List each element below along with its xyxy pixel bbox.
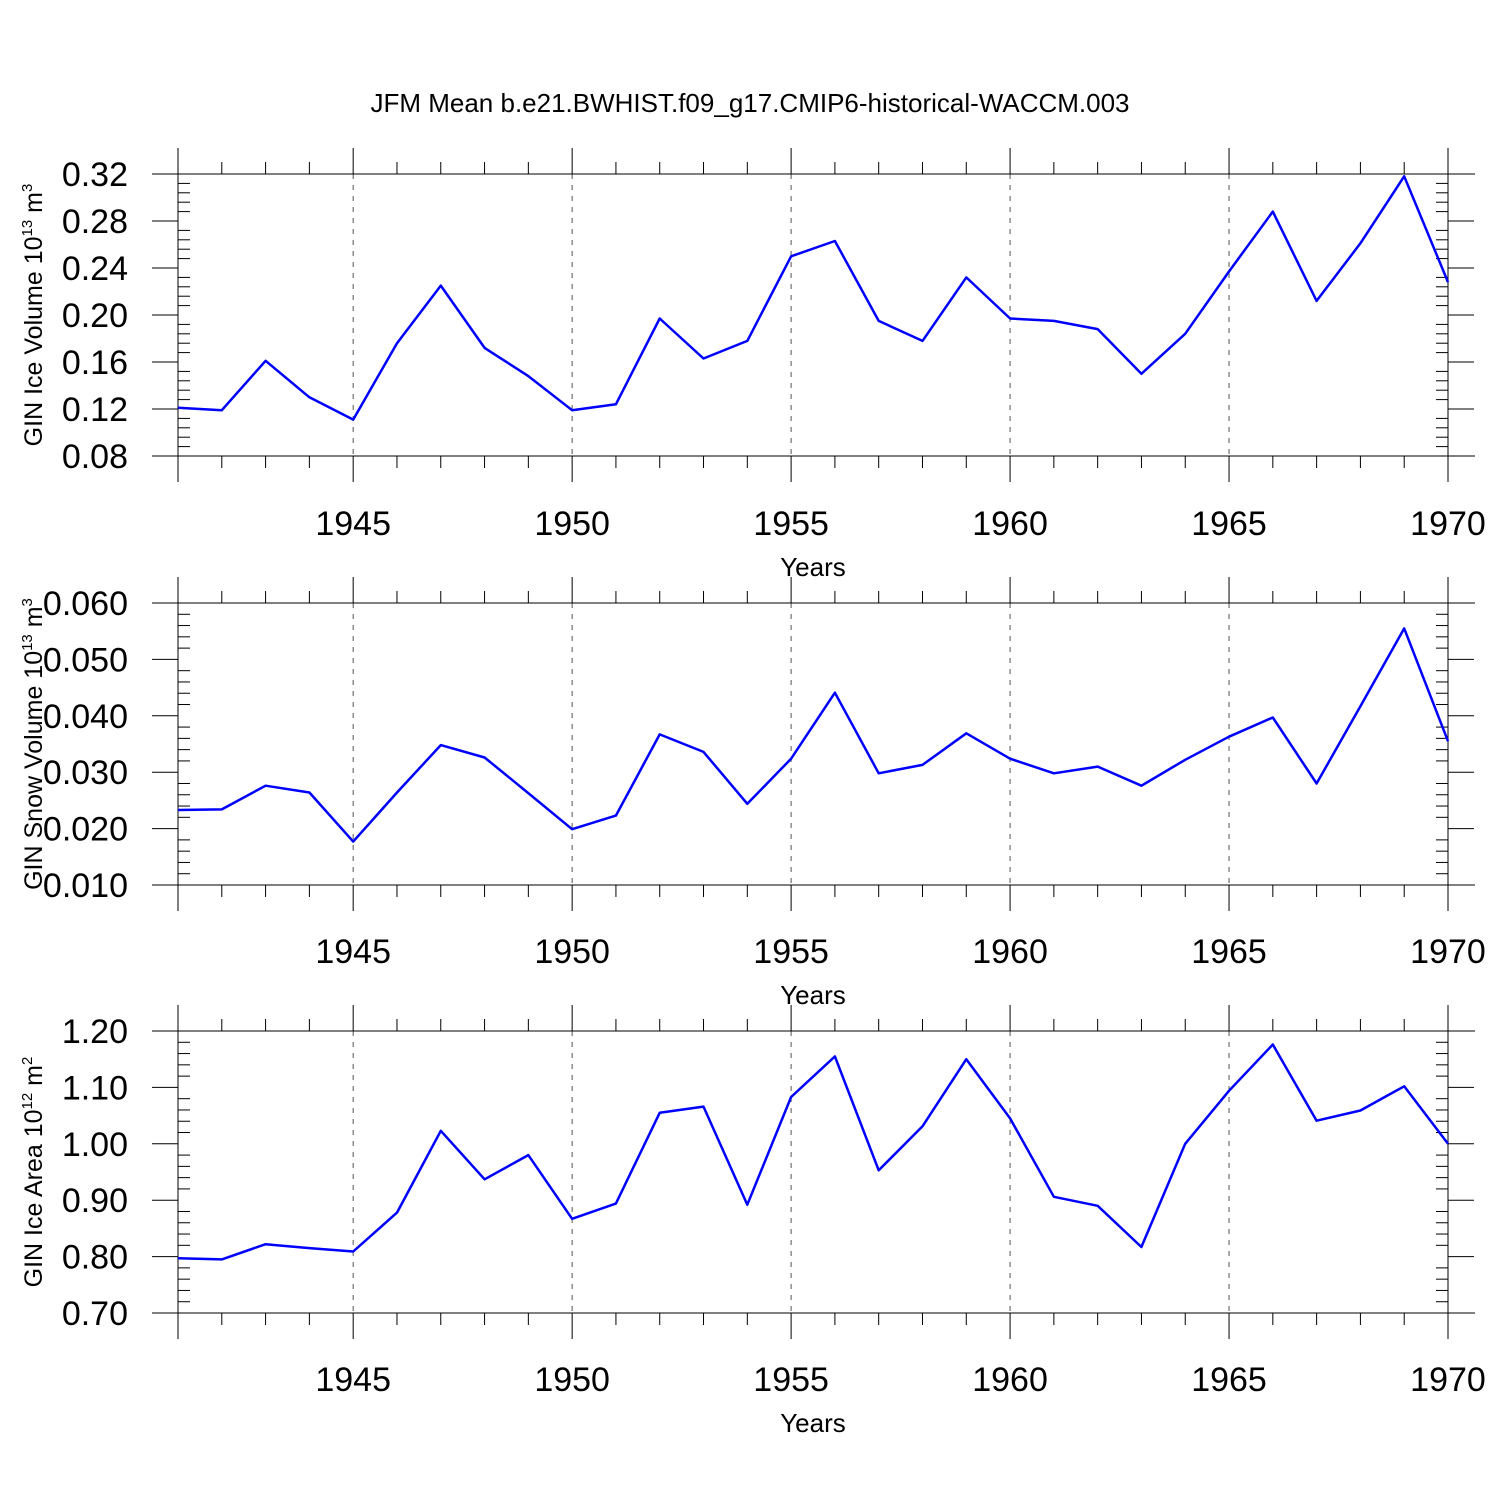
y-tick-label: 1.10 bbox=[62, 1069, 128, 1107]
x-tick-label: 1950 bbox=[534, 505, 610, 543]
y-axis-title-text: GIN Ice Area 10 bbox=[20, 1109, 48, 1287]
y-tick-label: 0.28 bbox=[62, 203, 128, 241]
y-tick-label: 0.12 bbox=[62, 391, 128, 429]
y-tick-label: 0.040 bbox=[43, 698, 128, 736]
y-axis-title-text: m bbox=[20, 1065, 48, 1093]
x-tick-label: 1945 bbox=[315, 933, 391, 971]
y-axis-title-superscript: 3 bbox=[19, 184, 36, 192]
y-tick-label: 0.90 bbox=[62, 1182, 128, 1220]
x-axis-title: Years bbox=[780, 1408, 846, 1438]
x-axis-title: Years bbox=[780, 552, 846, 582]
x-tick-label: 1950 bbox=[534, 1361, 610, 1399]
x-tick-label: 1970 bbox=[1410, 933, 1486, 971]
y-tick-label: 0.020 bbox=[43, 811, 128, 849]
x-tick-label: 1965 bbox=[1191, 505, 1267, 543]
y-axis-title: GIN Ice Volume 1013 m3 bbox=[19, 184, 48, 447]
panel-1: 0.08 0.12 0.16 0.20 0.24 0.28 0.32 1945 1950 1955… bbox=[19, 148, 1486, 582]
y-axis-title-text: GIN Snow Volume 10 bbox=[20, 651, 48, 890]
y-axis-title-text: m bbox=[20, 192, 48, 220]
y-axis-title: GIN Ice Area 1012 m2 bbox=[19, 1057, 48, 1288]
y-tick-label: 0.80 bbox=[62, 1239, 128, 1277]
y-axis-title-text: GIN Ice Volume 10 bbox=[20, 236, 48, 446]
x-tick-label: 1955 bbox=[753, 933, 829, 971]
x-tick-label: 1945 bbox=[315, 1361, 391, 1399]
x-tick-label: 1950 bbox=[534, 933, 610, 971]
series-line bbox=[177, 175, 1450, 421]
panel-3: 0.70 0.80 0.90 1.00 1.10 1.20 1945 1950 1955 1960… bbox=[19, 1005, 1486, 1438]
y-tick-label: 0.16 bbox=[62, 344, 128, 382]
y-tick-label: 1.20 bbox=[62, 1013, 128, 1051]
x-tick-label: 1945 bbox=[315, 505, 391, 543]
x-tick-label: 1960 bbox=[972, 933, 1048, 971]
y-tick-label: 0.050 bbox=[43, 641, 128, 679]
series-line bbox=[177, 627, 1450, 843]
y-tick-label: 0.20 bbox=[62, 297, 128, 335]
y-axis-title-superscript: 12 bbox=[19, 1093, 36, 1110]
y-tick-label: 1.00 bbox=[62, 1126, 128, 1164]
x-tick-label: 1970 bbox=[1410, 1361, 1486, 1399]
series-line bbox=[177, 1043, 1449, 1261]
y-axis-title-superscript: 2 bbox=[19, 1057, 36, 1065]
x-tick-label: 1955 bbox=[753, 1361, 829, 1399]
x-tick-label: 1960 bbox=[972, 505, 1048, 543]
x-tick-label: 1965 bbox=[1191, 1361, 1267, 1399]
x-tick-label: 1955 bbox=[753, 505, 829, 543]
x-tick-label: 1960 bbox=[972, 1361, 1048, 1399]
y-tick-label: 0.70 bbox=[62, 1295, 128, 1333]
chart-title: JFM Mean b.e21.BWHIST.f09_g17.CMIP6-hist… bbox=[370, 88, 1129, 118]
y-axis-title-superscript: 3 bbox=[19, 598, 36, 606]
y-axis-title-superscript: 13 bbox=[19, 220, 36, 237]
x-tick-label: 1965 bbox=[1191, 933, 1267, 971]
y-tick-label: 0.030 bbox=[43, 754, 128, 792]
y-tick-label: 0.060 bbox=[43, 585, 128, 623]
y-axis-title: GIN Snow Volume 1013 m3 bbox=[19, 598, 48, 890]
y-axis-title-superscript: 13 bbox=[19, 634, 36, 651]
y-tick-label: 0.08 bbox=[62, 438, 128, 476]
y-tick-label: 0.010 bbox=[43, 867, 128, 905]
x-tick-label: 1970 bbox=[1410, 505, 1486, 543]
y-tick-label: 0.32 bbox=[62, 156, 128, 194]
y-axis-title-text: m bbox=[20, 606, 48, 634]
panel-2: 0.010 0.020 0.030 0.040 0.050 0.060 1945 1950 19… bbox=[19, 577, 1486, 1010]
y-tick-label: 0.24 bbox=[62, 250, 128, 288]
x-axis-title: Years bbox=[780, 980, 846, 1010]
